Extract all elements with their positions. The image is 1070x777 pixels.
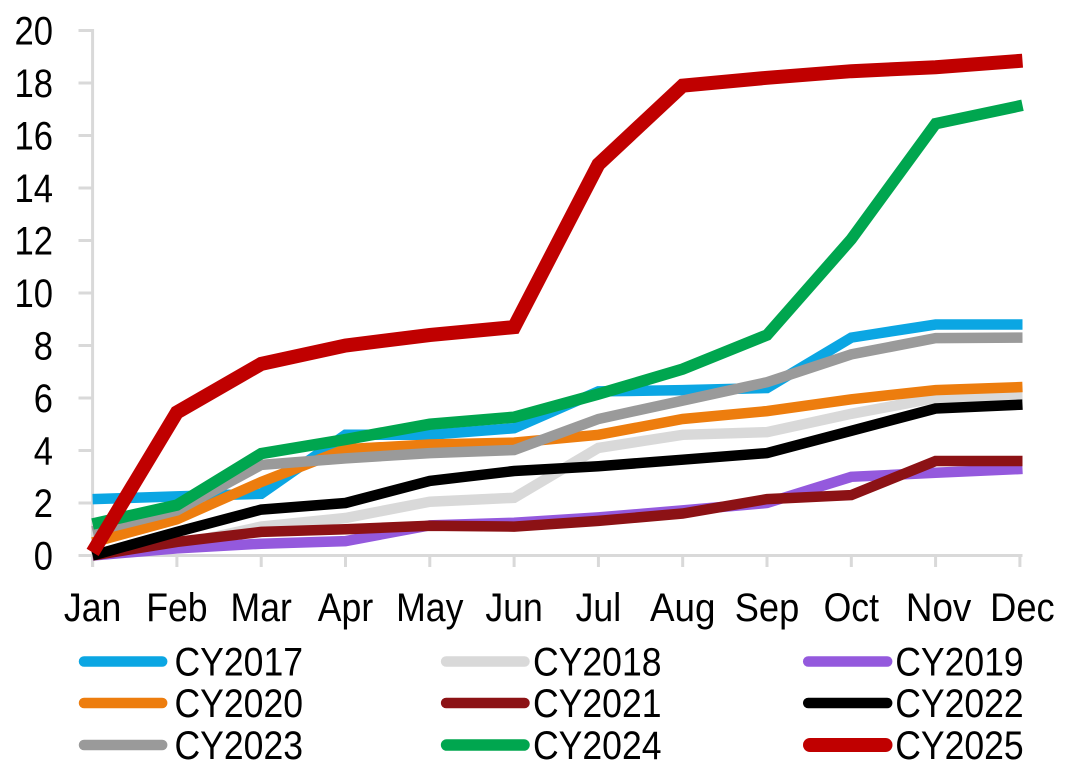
svg-text:0: 0 (34, 535, 53, 579)
svg-text:Apr: Apr (318, 586, 373, 630)
svg-text:16: 16 (15, 115, 54, 159)
svg-text:CY2025: CY2025 (895, 724, 1024, 768)
svg-text:10: 10 (15, 272, 54, 316)
svg-text:Aug: Aug (650, 586, 716, 630)
svg-text:CY2022: CY2022 (895, 682, 1024, 726)
svg-text:CY2024: CY2024 (533, 724, 662, 768)
svg-text:14: 14 (15, 167, 54, 211)
svg-text:Jul: Jul (576, 586, 622, 630)
svg-text:Feb: Feb (146, 586, 207, 630)
svg-text:May: May (396, 586, 463, 630)
svg-text:Nov: Nov (906, 586, 972, 630)
svg-text:6: 6 (34, 377, 53, 421)
svg-text:Sep: Sep (735, 586, 800, 630)
svg-text:Oct: Oct (824, 586, 879, 630)
svg-text:Dec: Dec (990, 586, 1055, 630)
svg-text:12: 12 (15, 220, 54, 264)
svg-text:CY2020: CY2020 (175, 682, 304, 726)
svg-text:2: 2 (34, 482, 53, 526)
svg-text:CY2017: CY2017 (175, 640, 304, 684)
svg-text:CY2021: CY2021 (533, 682, 662, 726)
svg-text:CY2019: CY2019 (895, 640, 1024, 684)
svg-text:8: 8 (34, 325, 53, 369)
svg-text:4: 4 (34, 430, 53, 474)
svg-text:CY2023: CY2023 (175, 724, 304, 768)
svg-text:Jun: Jun (485, 586, 542, 630)
svg-text:Jan: Jan (64, 586, 121, 630)
svg-text:CY2018: CY2018 (533, 640, 662, 684)
svg-text:18: 18 (15, 62, 54, 106)
svg-text:20: 20 (15, 10, 54, 54)
svg-text:Mar: Mar (231, 586, 292, 630)
